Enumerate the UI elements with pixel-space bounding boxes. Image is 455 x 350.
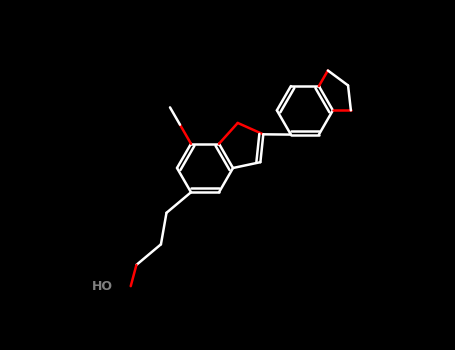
Text: HO: HO: [92, 280, 113, 293]
